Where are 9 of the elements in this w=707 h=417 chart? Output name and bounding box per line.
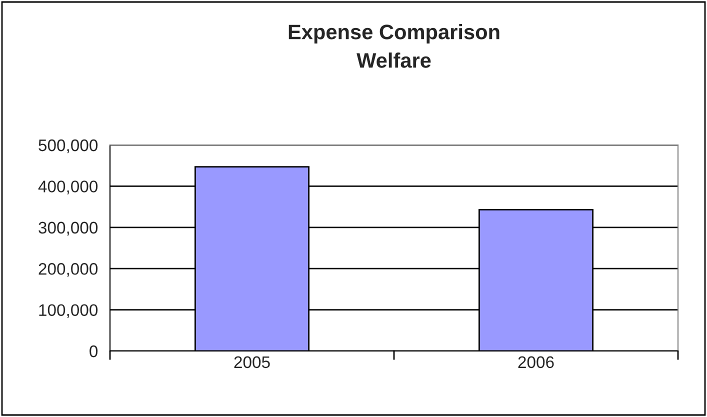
y-tick-label: 0 <box>90 345 98 358</box>
x-tick-label: 2006 <box>518 356 554 368</box>
y-tick-label: 100,000 <box>39 304 98 318</box>
x-tick-label: 2005 <box>234 356 270 368</box>
y-tick-label: 200,000 <box>38 263 98 277</box>
y-tick-label: 300,000 <box>38 222 98 236</box>
chart-title: Expense Comparison Welfare <box>288 24 500 68</box>
y-tick-label: 500,000 <box>38 139 98 154</box>
y-tick-label: 400,000 <box>38 180 98 194</box>
